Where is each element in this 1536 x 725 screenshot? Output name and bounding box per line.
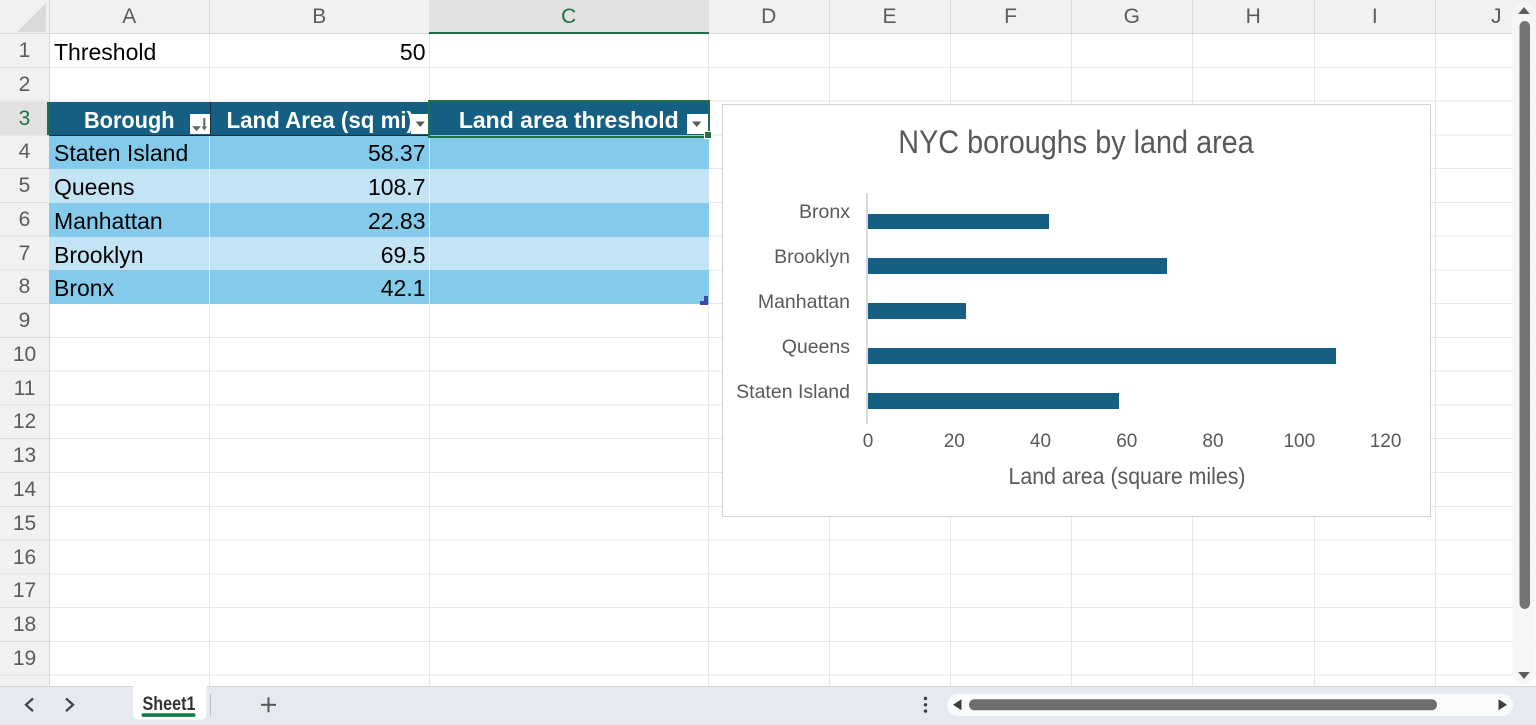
svg-text:Sheet1: Sheet1	[143, 693, 196, 715]
